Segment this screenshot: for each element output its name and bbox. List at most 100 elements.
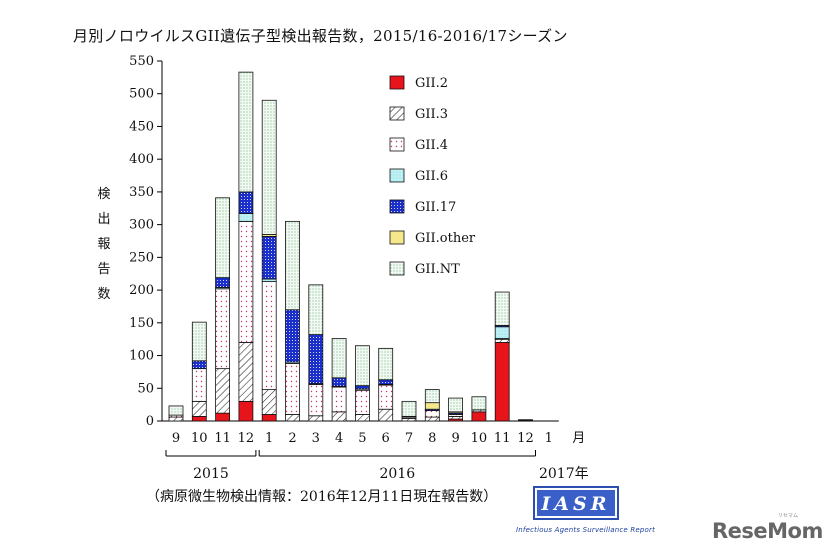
bar-segment: [285, 220, 300, 311]
y-tick-label: 100: [129, 349, 154, 364]
chart-title: 月別ノロウイルスGII遺伝子型検出報告数，2015/16-2016/17シーズン: [73, 27, 568, 45]
iasr-logo-subtitle: Infectious Agents Surveillance Report: [516, 526, 656, 534]
y-tick-label: 0: [146, 414, 154, 429]
bar-segment: [494, 291, 510, 326]
x-tick-label: 7: [405, 431, 413, 446]
x-tick-label: 10: [471, 431, 488, 446]
bar-segment: [331, 411, 347, 422]
x-tick-label: 11: [494, 431, 511, 446]
bar-segment: [354, 389, 370, 415]
bar-segment: [238, 220, 254, 343]
y-tick-label: 50: [137, 381, 154, 396]
legend-label: GII.NT: [415, 262, 460, 277]
y-tick-label: 250: [129, 250, 154, 265]
x-tick-label: 9: [172, 431, 180, 446]
legend-swatch: [389, 230, 405, 245]
bar-segment: [308, 334, 324, 385]
bar-segment: [494, 342, 510, 422]
x-tick-label: 1: [545, 431, 553, 446]
legend-swatch: [389, 137, 405, 152]
x-tick-label: 3: [312, 431, 320, 446]
bar-segment: [261, 99, 277, 235]
legend-swatch: [389, 75, 405, 90]
bar-segment: [261, 389, 277, 415]
y-tick-label: 500: [129, 87, 154, 102]
bar-segment: [285, 309, 300, 363]
bar-segment: [331, 386, 347, 413]
y-axis-label-char: 告: [97, 262, 111, 277]
x-unit-label: 月: [572, 431, 585, 446]
bar-segment: [215, 197, 231, 279]
year-label: 2015: [193, 466, 229, 482]
bar-segment: [471, 396, 487, 411]
bar-segment: [448, 397, 464, 413]
bar-segment: [285, 414, 300, 422]
bar-segment: [261, 414, 277, 422]
legend-label: GII.17: [415, 200, 456, 215]
bar-segment: [238, 213, 254, 222]
x-tick-label: 9: [451, 431, 459, 446]
x-tick-label: 11: [214, 431, 231, 446]
x-tick-label: 10: [191, 431, 208, 446]
y-axis-label: 検 出 報 告 数: [94, 182, 114, 307]
bar-segment: [424, 410, 440, 418]
bar-segment: [238, 400, 254, 422]
bar-segment: [471, 411, 487, 422]
y-axis-label-char: 数: [97, 287, 111, 302]
legend-swatch: [389, 168, 405, 183]
y-tick-label: 150: [129, 316, 154, 331]
resemom-watermark: ReseMom: [712, 519, 823, 543]
legend-label: GII.3: [415, 107, 448, 122]
bar-segment: [261, 281, 277, 390]
bar-segment: [378, 384, 394, 410]
bars: [168, 71, 533, 422]
bar-segment: [354, 345, 370, 387]
bar-segment: [191, 321, 207, 362]
bar-segment: [354, 385, 370, 390]
bar-segment: [191, 400, 207, 417]
legend-swatch: [389, 261, 405, 276]
x-tick-label: 4: [335, 431, 343, 446]
bar-segment: [378, 379, 394, 385]
bar-segment: [518, 419, 533, 421]
y-tick-label: 200: [129, 283, 154, 298]
y-tick-label: 550: [129, 54, 154, 69]
bar-segment: [331, 377, 347, 387]
bar-segment: [191, 416, 207, 422]
year-label: 2016: [380, 466, 416, 482]
x-tick-label: 8: [428, 431, 436, 446]
x-tick-label: 2: [288, 431, 296, 446]
axes: 0 50 100 150 200 250 300 350 400 450 500 550: [129, 54, 559, 429]
bar-segment: [424, 416, 440, 422]
bar-segment: [401, 400, 417, 417]
legend-label: GII.6: [415, 169, 448, 184]
bar-segment: [308, 383, 324, 417]
svg-text:IASR: IASR: [540, 493, 610, 515]
y-tick-label: 400: [129, 152, 154, 167]
bar-segment: [378, 408, 394, 422]
bar-segment: [215, 412, 231, 422]
bar-segment: [215, 288, 231, 370]
legend-swatch: [389, 199, 405, 214]
bar-segment: [261, 236, 277, 280]
bar-segment: [285, 362, 300, 415]
legend: GII.2 GII.3 GII.4 GII.6 GII.17 GII.other GII.N…: [389, 75, 476, 277]
resemom-watermark-small: リセマム: [778, 513, 799, 519]
bar-segment: [191, 360, 207, 370]
bar-segment: [308, 415, 324, 422]
y-axis-label-char: 検: [97, 187, 111, 202]
bar-segment: [191, 368, 207, 402]
legend-label: GII.2: [415, 76, 448, 91]
bar-segment: [215, 277, 231, 288]
bar-segment: [238, 342, 254, 402]
legend-swatch: [389, 106, 405, 121]
bar-segment: [378, 347, 394, 381]
year-label: 2017年: [539, 466, 589, 482]
bar-segment: [238, 191, 254, 214]
y-tick-label: 300: [129, 218, 154, 233]
iasr-logo: IASR: [533, 486, 619, 520]
bar-segment: [331, 338, 347, 379]
source-note: （病原微生物検出情報：2016年12月11日現在報告数）: [146, 489, 498, 505]
bar-segment: [424, 389, 440, 404]
